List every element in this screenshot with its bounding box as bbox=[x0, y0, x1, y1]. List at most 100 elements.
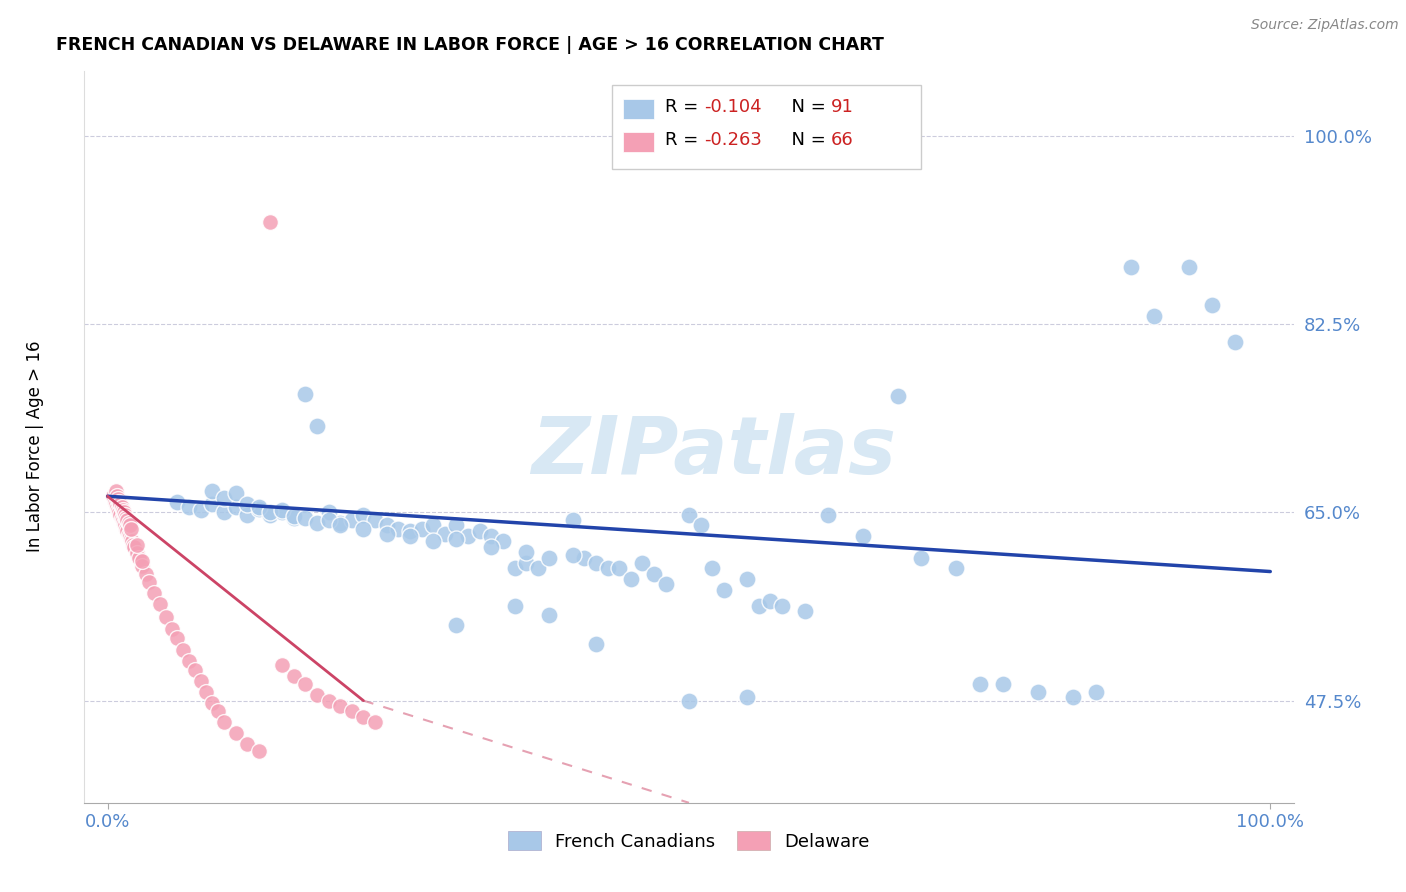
Point bbox=[195, 685, 218, 699]
Point bbox=[117, 524, 139, 538]
Point bbox=[118, 518, 141, 533]
Point bbox=[1084, 685, 1107, 699]
Point bbox=[457, 529, 479, 543]
Point bbox=[468, 524, 491, 538]
Point bbox=[305, 688, 328, 702]
Point bbox=[515, 545, 537, 559]
Point bbox=[446, 533, 468, 547]
Point bbox=[172, 643, 194, 657]
Point bbox=[201, 497, 224, 511]
Point bbox=[259, 215, 281, 229]
Point bbox=[125, 546, 148, 560]
Point bbox=[1178, 260, 1201, 274]
Point bbox=[114, 518, 136, 533]
Point bbox=[399, 529, 422, 543]
Point bbox=[561, 513, 583, 527]
Point bbox=[212, 491, 235, 506]
Point bbox=[631, 556, 654, 570]
Point bbox=[155, 609, 177, 624]
Text: FRENCH CANADIAN VS DELAWARE IN LABOR FORCE | AGE > 16 CORRELATION CHART: FRENCH CANADIAN VS DELAWARE IN LABOR FOR… bbox=[56, 36, 884, 54]
Point bbox=[108, 494, 131, 508]
Point bbox=[110, 500, 132, 514]
Text: R =: R = bbox=[665, 98, 704, 116]
Point bbox=[225, 726, 247, 740]
Point bbox=[294, 387, 316, 401]
Point bbox=[247, 502, 270, 516]
Point bbox=[108, 505, 131, 519]
Point bbox=[294, 677, 316, 691]
Point bbox=[114, 508, 136, 522]
Point bbox=[121, 534, 143, 549]
Point bbox=[340, 705, 363, 719]
Point bbox=[184, 664, 207, 678]
Point bbox=[190, 503, 212, 517]
Point bbox=[503, 599, 526, 613]
Point bbox=[561, 549, 583, 563]
Point bbox=[422, 534, 444, 549]
Point bbox=[283, 510, 305, 524]
Point bbox=[654, 577, 676, 591]
Point bbox=[201, 483, 224, 498]
Point bbox=[247, 500, 270, 514]
Text: 91: 91 bbox=[831, 98, 853, 116]
Point bbox=[212, 505, 235, 519]
Point bbox=[117, 513, 139, 527]
Point bbox=[107, 492, 129, 507]
Point bbox=[492, 534, 515, 549]
Point bbox=[411, 521, 433, 535]
Point bbox=[177, 654, 200, 668]
Point bbox=[375, 527, 398, 541]
Point bbox=[713, 582, 735, 597]
Point bbox=[131, 554, 153, 568]
Point bbox=[135, 566, 157, 581]
Text: R =: R = bbox=[665, 131, 704, 149]
Point bbox=[375, 518, 398, 533]
Point bbox=[318, 693, 340, 707]
Point bbox=[735, 690, 758, 705]
Point bbox=[352, 710, 374, 724]
Point bbox=[643, 566, 665, 581]
Point bbox=[166, 494, 188, 508]
Text: -0.263: -0.263 bbox=[704, 131, 762, 149]
Point bbox=[283, 669, 305, 683]
Point bbox=[702, 561, 724, 575]
Point bbox=[910, 550, 932, 565]
Point bbox=[340, 513, 363, 527]
Point bbox=[329, 518, 352, 533]
Point bbox=[115, 521, 138, 535]
Point bbox=[259, 508, 281, 522]
Point bbox=[503, 561, 526, 575]
Point bbox=[538, 550, 561, 565]
Point bbox=[945, 561, 967, 575]
Point bbox=[125, 538, 148, 552]
Text: N =: N = bbox=[780, 131, 832, 149]
Point bbox=[969, 677, 991, 691]
Point bbox=[118, 529, 141, 543]
Point bbox=[678, 508, 700, 522]
Point bbox=[104, 494, 127, 508]
Point bbox=[364, 715, 387, 730]
Text: Source: ZipAtlas.com: Source: ZipAtlas.com bbox=[1251, 18, 1399, 32]
Point bbox=[1062, 690, 1084, 705]
Point bbox=[433, 527, 456, 541]
Legend: French Canadians, Delaware: French Canadians, Delaware bbox=[499, 822, 879, 860]
Point bbox=[107, 503, 129, 517]
Point bbox=[446, 518, 468, 533]
Point bbox=[305, 419, 328, 434]
Point bbox=[585, 556, 607, 570]
Point bbox=[122, 538, 145, 552]
Point bbox=[329, 698, 352, 713]
Point bbox=[112, 505, 135, 519]
Text: 66: 66 bbox=[831, 131, 853, 149]
Point bbox=[364, 513, 387, 527]
Point bbox=[689, 518, 711, 533]
Point bbox=[318, 513, 340, 527]
Point bbox=[770, 599, 793, 613]
Point bbox=[120, 521, 142, 535]
Point bbox=[247, 744, 270, 758]
Point bbox=[149, 597, 172, 611]
Point bbox=[527, 561, 550, 575]
Point bbox=[271, 505, 294, 519]
Point bbox=[1201, 298, 1223, 312]
Point bbox=[852, 529, 875, 543]
